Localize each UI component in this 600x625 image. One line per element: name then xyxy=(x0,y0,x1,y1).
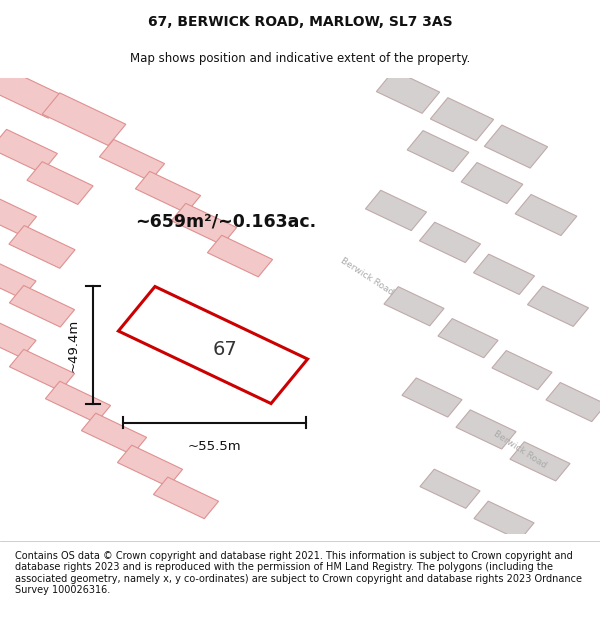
Polygon shape xyxy=(515,194,577,236)
Polygon shape xyxy=(365,190,427,231)
Polygon shape xyxy=(100,139,164,181)
Text: ~49.4m: ~49.4m xyxy=(67,318,80,372)
Polygon shape xyxy=(510,442,570,481)
Polygon shape xyxy=(474,501,534,540)
Polygon shape xyxy=(438,319,498,357)
Polygon shape xyxy=(492,351,552,390)
Polygon shape xyxy=(0,319,36,357)
Polygon shape xyxy=(527,286,589,326)
Polygon shape xyxy=(0,66,66,118)
Polygon shape xyxy=(484,125,548,168)
Polygon shape xyxy=(136,171,200,213)
Polygon shape xyxy=(118,445,182,487)
Text: Berwick Road: Berwick Road xyxy=(339,256,395,297)
Text: 67, BERWICK ROAD, MARLOW, SL7 3AS: 67, BERWICK ROAD, MARLOW, SL7 3AS xyxy=(148,15,452,29)
Text: ~659m²/~0.163ac.: ~659m²/~0.163ac. xyxy=(135,213,316,231)
Text: Berwick Road: Berwick Road xyxy=(492,429,548,471)
Text: ~55.5m: ~55.5m xyxy=(188,440,241,453)
Polygon shape xyxy=(154,477,218,519)
Polygon shape xyxy=(0,259,36,299)
Polygon shape xyxy=(82,413,146,455)
Polygon shape xyxy=(376,70,440,113)
Polygon shape xyxy=(407,131,469,172)
Polygon shape xyxy=(46,381,110,423)
Text: 67: 67 xyxy=(212,340,238,359)
Polygon shape xyxy=(402,378,462,417)
Polygon shape xyxy=(546,382,600,422)
Text: Map shows position and indicative extent of the property.: Map shows position and indicative extent… xyxy=(130,52,470,65)
Polygon shape xyxy=(0,129,58,173)
Polygon shape xyxy=(208,235,272,277)
Polygon shape xyxy=(9,226,75,268)
Text: Contains OS data © Crown copyright and database right 2021. This information is : Contains OS data © Crown copyright and d… xyxy=(15,551,582,596)
Polygon shape xyxy=(461,162,523,204)
Polygon shape xyxy=(384,287,444,326)
Polygon shape xyxy=(419,222,481,262)
Polygon shape xyxy=(42,93,126,146)
Polygon shape xyxy=(473,254,535,294)
Polygon shape xyxy=(10,286,74,327)
Polygon shape xyxy=(420,469,480,508)
Polygon shape xyxy=(356,244,600,587)
Polygon shape xyxy=(172,203,236,245)
Polygon shape xyxy=(10,349,74,391)
Polygon shape xyxy=(27,162,93,204)
Polygon shape xyxy=(118,286,308,404)
Polygon shape xyxy=(430,98,494,141)
Polygon shape xyxy=(456,410,516,449)
Polygon shape xyxy=(235,63,437,358)
Polygon shape xyxy=(0,195,37,235)
